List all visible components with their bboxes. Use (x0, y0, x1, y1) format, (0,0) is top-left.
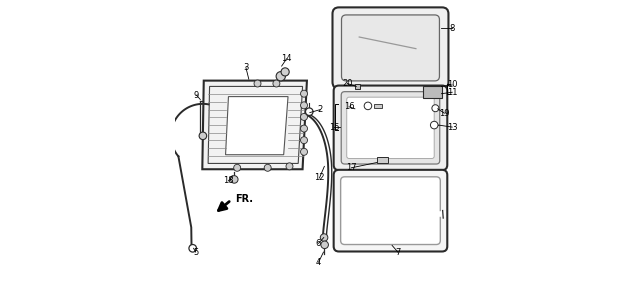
Circle shape (286, 163, 293, 170)
Circle shape (281, 68, 289, 76)
Text: 8: 8 (449, 24, 455, 33)
FancyBboxPatch shape (333, 170, 447, 251)
Circle shape (321, 241, 328, 248)
Circle shape (364, 102, 372, 110)
Text: 16: 16 (344, 102, 355, 111)
FancyBboxPatch shape (347, 97, 434, 159)
Text: 19: 19 (439, 109, 450, 118)
Text: 7: 7 (395, 248, 401, 257)
Circle shape (230, 176, 238, 183)
Polygon shape (423, 86, 442, 98)
Circle shape (254, 80, 261, 87)
Text: 6: 6 (316, 239, 321, 248)
Text: 4: 4 (316, 258, 321, 267)
Circle shape (301, 102, 307, 109)
Circle shape (301, 125, 307, 132)
FancyBboxPatch shape (341, 92, 440, 164)
Polygon shape (355, 84, 360, 89)
Polygon shape (225, 97, 288, 155)
Polygon shape (202, 81, 307, 169)
Text: 15: 15 (329, 123, 339, 132)
Text: 3: 3 (243, 63, 248, 72)
Circle shape (264, 164, 271, 171)
Circle shape (432, 105, 439, 112)
Text: 2: 2 (317, 105, 323, 114)
Text: 12: 12 (314, 173, 324, 182)
Polygon shape (374, 104, 383, 108)
Circle shape (199, 132, 207, 140)
Text: FR.: FR. (235, 194, 253, 204)
Circle shape (301, 148, 307, 155)
Circle shape (273, 80, 280, 87)
FancyBboxPatch shape (342, 15, 440, 81)
Circle shape (301, 114, 307, 120)
Text: 9: 9 (194, 91, 199, 100)
Text: 18: 18 (223, 176, 234, 185)
Circle shape (189, 244, 196, 252)
Text: 10: 10 (447, 81, 458, 89)
FancyBboxPatch shape (333, 7, 449, 88)
Text: 11: 11 (447, 88, 458, 97)
Circle shape (305, 108, 313, 115)
FancyBboxPatch shape (340, 177, 440, 244)
Circle shape (431, 121, 438, 129)
Circle shape (276, 72, 285, 81)
Text: 5: 5 (193, 248, 198, 257)
FancyBboxPatch shape (333, 86, 447, 170)
Text: 20: 20 (342, 79, 353, 88)
Text: 14: 14 (282, 54, 292, 63)
Circle shape (301, 137, 307, 144)
Text: 17: 17 (346, 163, 356, 172)
Circle shape (234, 164, 241, 171)
Circle shape (301, 90, 307, 97)
Circle shape (320, 234, 328, 241)
Text: 13: 13 (447, 123, 458, 132)
Polygon shape (377, 157, 388, 163)
